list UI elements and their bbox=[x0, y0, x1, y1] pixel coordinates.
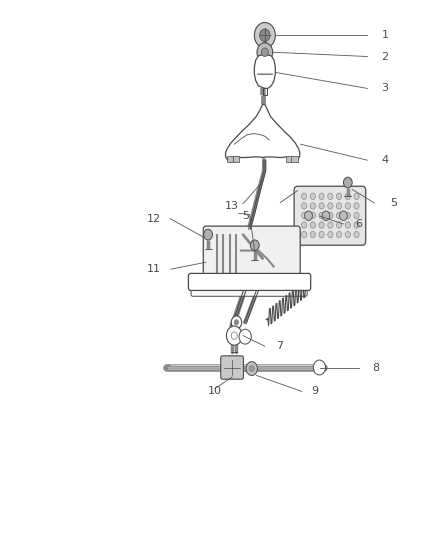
Text: 13: 13 bbox=[225, 201, 239, 212]
Circle shape bbox=[354, 231, 359, 238]
Circle shape bbox=[345, 231, 350, 238]
Circle shape bbox=[328, 231, 333, 238]
FancyBboxPatch shape bbox=[291, 157, 297, 162]
Circle shape bbox=[336, 203, 342, 209]
Circle shape bbox=[261, 48, 268, 56]
Circle shape bbox=[310, 231, 315, 238]
Circle shape bbox=[254, 22, 276, 48]
Circle shape bbox=[336, 212, 342, 219]
FancyBboxPatch shape bbox=[188, 273, 311, 290]
Text: 12: 12 bbox=[146, 214, 161, 224]
Circle shape bbox=[310, 203, 315, 209]
Circle shape bbox=[354, 193, 359, 199]
Circle shape bbox=[354, 203, 359, 209]
Circle shape bbox=[328, 203, 333, 209]
Circle shape bbox=[345, 203, 350, 209]
Polygon shape bbox=[226, 104, 300, 160]
Circle shape bbox=[313, 360, 325, 375]
Circle shape bbox=[336, 222, 342, 228]
Circle shape bbox=[343, 177, 352, 188]
Circle shape bbox=[319, 212, 324, 219]
Circle shape bbox=[249, 366, 254, 372]
Circle shape bbox=[354, 212, 359, 219]
Text: 8: 8 bbox=[373, 362, 380, 373]
FancyBboxPatch shape bbox=[221, 356, 244, 379]
Circle shape bbox=[345, 212, 350, 219]
Circle shape bbox=[319, 222, 324, 228]
FancyBboxPatch shape bbox=[191, 285, 307, 296]
Circle shape bbox=[231, 332, 237, 340]
Text: 6: 6 bbox=[355, 219, 362, 229]
Text: 5: 5 bbox=[390, 198, 397, 208]
Text: 7: 7 bbox=[276, 341, 284, 351]
Circle shape bbox=[226, 326, 242, 345]
Circle shape bbox=[345, 222, 350, 228]
Text: 4: 4 bbox=[381, 155, 389, 165]
FancyBboxPatch shape bbox=[203, 226, 300, 280]
Circle shape bbox=[328, 193, 333, 199]
Text: 10: 10 bbox=[208, 386, 222, 397]
Text: 9: 9 bbox=[311, 386, 318, 397]
Circle shape bbox=[260, 29, 270, 42]
Circle shape bbox=[319, 193, 324, 199]
Circle shape bbox=[304, 211, 312, 221]
FancyBboxPatch shape bbox=[294, 186, 366, 245]
Circle shape bbox=[301, 231, 307, 238]
Circle shape bbox=[251, 240, 259, 251]
Circle shape bbox=[301, 222, 307, 228]
Circle shape bbox=[319, 203, 324, 209]
Circle shape bbox=[328, 222, 333, 228]
Polygon shape bbox=[254, 54, 276, 88]
Circle shape bbox=[336, 231, 342, 238]
Circle shape bbox=[246, 362, 258, 375]
Circle shape bbox=[310, 222, 315, 228]
Circle shape bbox=[301, 212, 307, 219]
Circle shape bbox=[204, 229, 212, 240]
Circle shape bbox=[319, 231, 324, 238]
Circle shape bbox=[345, 193, 350, 199]
Text: 2: 2 bbox=[381, 52, 389, 61]
Circle shape bbox=[310, 193, 315, 199]
Text: 5: 5 bbox=[242, 211, 249, 221]
FancyBboxPatch shape bbox=[227, 157, 233, 162]
Circle shape bbox=[231, 316, 242, 329]
Circle shape bbox=[322, 211, 330, 221]
Circle shape bbox=[301, 193, 307, 199]
Circle shape bbox=[310, 212, 315, 219]
Circle shape bbox=[354, 222, 359, 228]
Circle shape bbox=[234, 320, 239, 325]
Circle shape bbox=[328, 212, 333, 219]
Circle shape bbox=[239, 329, 251, 344]
Text: 11: 11 bbox=[146, 264, 160, 274]
Text: 1: 1 bbox=[381, 30, 389, 41]
Circle shape bbox=[257, 43, 273, 62]
FancyBboxPatch shape bbox=[286, 157, 292, 162]
Circle shape bbox=[336, 193, 342, 199]
FancyBboxPatch shape bbox=[233, 157, 239, 162]
Text: 3: 3 bbox=[381, 83, 389, 93]
Circle shape bbox=[301, 203, 307, 209]
Circle shape bbox=[339, 211, 347, 221]
